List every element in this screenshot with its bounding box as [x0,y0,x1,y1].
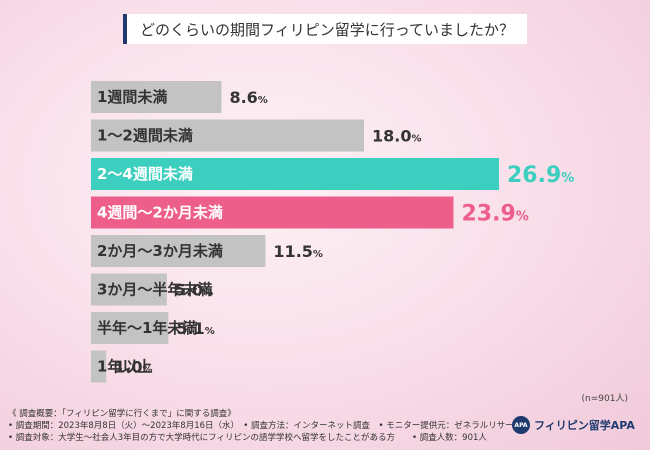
category-label: 1〜2週間未満 [97,127,193,145]
value-label: 23.9% [461,202,528,227]
value-label: 5.1% [176,319,214,338]
category-label: 1週間未満 [97,88,167,106]
bar-2 [91,158,499,190]
bar-5 [91,273,167,306]
category-label: 4週間〜2か月未満 [97,204,223,222]
bar-chart: 1週間未満 8.6% 1〜2週間未満 18.0% 2〜4週間未満 26.9% 4週間〜2か月… [91,81,574,383]
footer-line-2: • 調査期間：2023年8月8日（火）〜2023年8月16日（水） • 調査方法… [8,421,523,431]
bar-6 [91,312,169,344]
category-label: 2か月〜3か月未満 [97,242,223,260]
value-label: 26.9% [507,163,574,188]
sample-size-note: (n=901人) [581,394,628,404]
bar-1 [91,119,365,152]
brand-name: フィリピン留学APA [534,419,635,432]
footer-line-1: 《 調査概要：「フィリピン留学に行くまで」に関する調査》 [8,409,236,419]
category-label: 半年〜1年未満 [97,319,197,337]
bar-0 [91,81,222,113]
survey-footer: 《 調査概要：「フィリピン留学に行くまで」に関する調査》 • 調査期間：2023… [8,408,522,444]
value-label: 18.0% [372,127,422,146]
chart-title: どのくらいの期間フィリピン留学に行っていましたか？ [123,14,527,44]
value-label: 11.5% [273,242,323,261]
bar-4 [91,235,266,267]
bar-7 [91,350,107,383]
value-label: 8.6% [229,88,267,107]
bar-3 [91,196,454,229]
category-label: 3か月〜半年未満 [97,281,212,299]
category-label: 1年以上 [97,358,152,376]
category-label: 2〜4週間未満 [97,165,193,183]
brand-logo: APA フィリピン留学APA [512,416,635,434]
footer-line-3: • 調査対象：大学生〜社会人3年目の方で大学時代にフィリピンの語学学校へ留学をし… [8,433,487,443]
apa-logo-icon: APA [512,416,530,434]
